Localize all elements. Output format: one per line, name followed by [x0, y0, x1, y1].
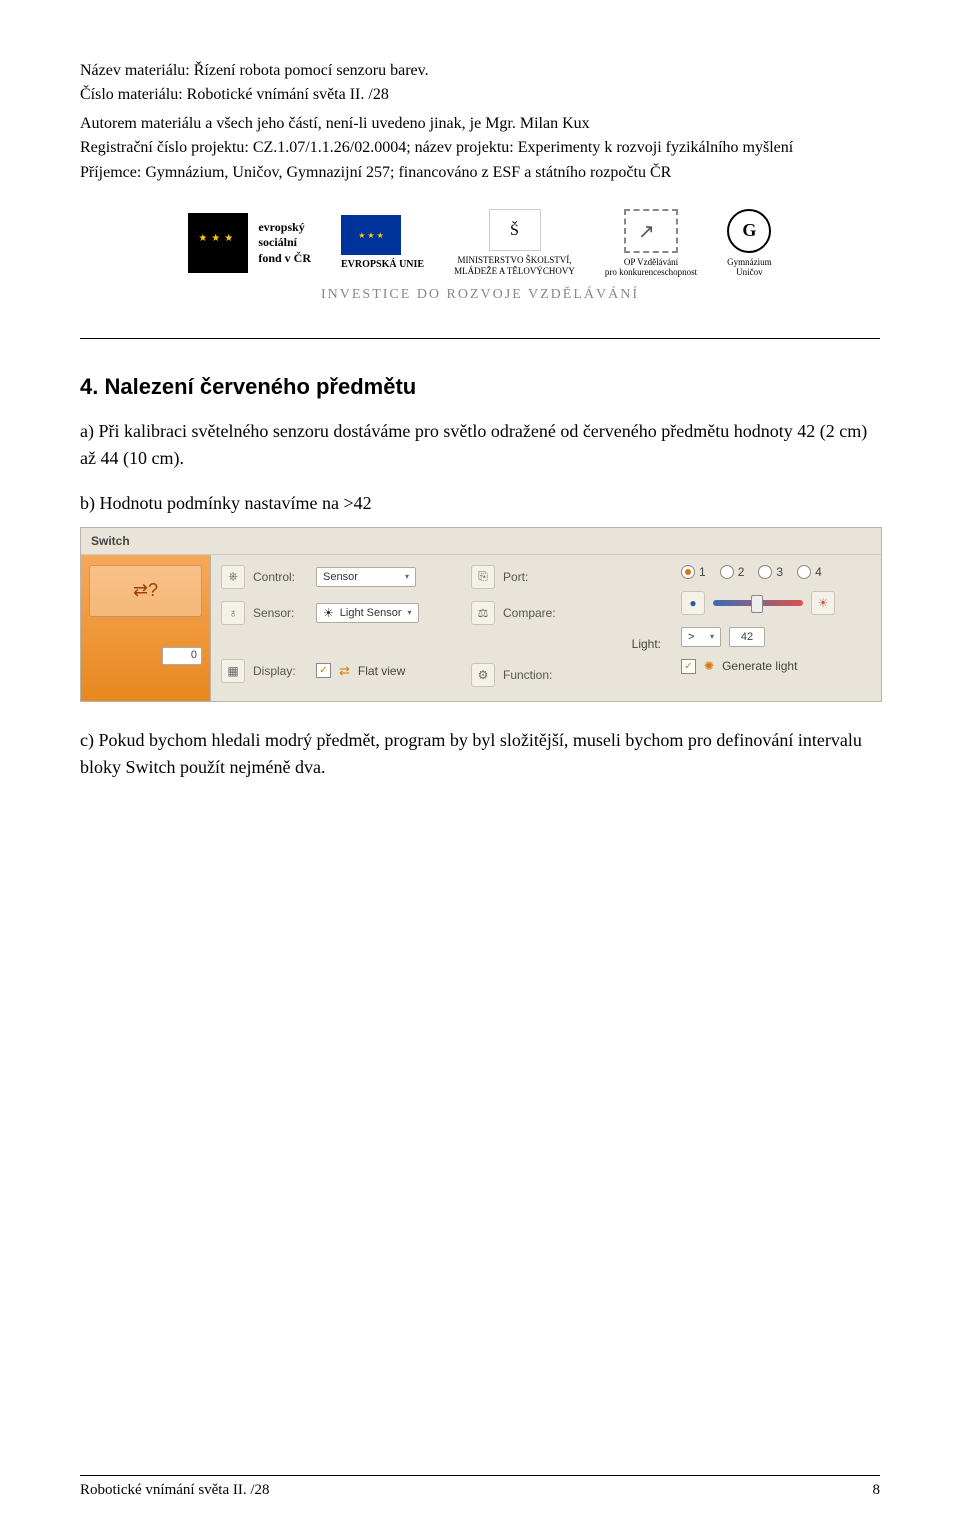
- compare-row: ⚖ Compare:: [471, 597, 661, 629]
- ministry-line: MINISTERSTVO ŠKOLSTVÍ,: [454, 255, 575, 266]
- header-project: Registrační číslo projektu: CZ.1.07/1.1.…: [80, 137, 880, 159]
- compare-icon: ⚖: [471, 601, 495, 625]
- port-1[interactable]: 1: [681, 565, 706, 579]
- compare-slider[interactable]: [713, 600, 803, 606]
- header-recipient: Příjemce: Gymnázium, Uničov, Gymnazijní …: [80, 162, 880, 184]
- gym-line: Gymnázium: [727, 257, 772, 267]
- compare-slider-row: ● ☀: [681, 587, 871, 619]
- radio-checked-icon: [681, 565, 695, 579]
- switch-block-icon: ⇄?: [89, 565, 202, 617]
- op-line: OP Vzdělávání: [605, 257, 697, 267]
- display-icon: ▦: [221, 659, 245, 683]
- display-checkbox[interactable]: ✓: [316, 663, 331, 678]
- separator: [80, 338, 880, 339]
- port-2[interactable]: 2: [720, 565, 745, 579]
- footer-title: Robotické vnímání světa II. /28: [80, 1482, 270, 1499]
- panel-preview: ⇄? 0: [81, 555, 211, 701]
- switch-config-panel: Switch ⇄? 0 ⎈ Control: Sensor: [80, 527, 882, 702]
- light-row: Light:: [471, 633, 661, 655]
- bright-icon: ☀: [811, 591, 835, 615]
- page-footer: Robotické vnímání světa II. /28 8: [80, 1475, 880, 1499]
- sensor-row: ♁ Sensor: ☀ Light Sensor ▾: [221, 597, 451, 629]
- sensor-label: Sensor:: [253, 606, 308, 620]
- port-row: ⎘ Port:: [471, 561, 661, 593]
- paragraph-c: c) Pokud bychom hledali modrý předmět, p…: [80, 727, 880, 781]
- op-logo: OP Vzdělávání pro konkurenceschopnost: [605, 209, 697, 277]
- function-row: ⚙ Function:: [471, 659, 661, 691]
- dark-icon: ●: [681, 591, 705, 615]
- preview-value: 0: [162, 647, 202, 665]
- sensor-value: Light Sensor: [340, 607, 402, 619]
- chevron-down-icon: ▾: [710, 632, 714, 641]
- chevron-down-icon: ▾: [408, 608, 412, 617]
- light-value-row: > ▾ 42: [681, 623, 871, 651]
- esf-line: sociální: [258, 235, 311, 251]
- radio-icon: [797, 565, 811, 579]
- control-dropdown[interactable]: Sensor ▾: [316, 567, 416, 587]
- port-options: 1 2 3 4: [681, 561, 871, 583]
- esf-line: evropský: [258, 220, 311, 236]
- op-line: pro konkurenceschopnost: [605, 267, 697, 277]
- port-4[interactable]: 4: [797, 565, 822, 579]
- light-label: Light:: [632, 637, 661, 651]
- display-value: Flat view: [358, 664, 405, 678]
- port-label: Port:: [503, 570, 543, 584]
- header-number: Číslo materiálu: Robotické vnímání světa…: [80, 84, 880, 106]
- footer-page-number: 8: [873, 1482, 881, 1499]
- light-op-dropdown[interactable]: > ▾: [681, 627, 721, 647]
- port-num: 3: [776, 565, 783, 579]
- paragraph-b: b) Hodnotu podmínky nastavíme na >42: [80, 490, 880, 517]
- display-label: Display:: [253, 664, 308, 678]
- eu-logo: ★ ★ ★ EVROPSKÁ UNIE: [341, 215, 424, 270]
- panel-title: Switch: [81, 528, 881, 555]
- port-3[interactable]: 3: [758, 565, 783, 579]
- gym-icon: G: [727, 209, 771, 253]
- function-value: Generate light: [722, 659, 797, 673]
- chevron-down-icon: ▾: [405, 572, 409, 581]
- control-value: Sensor: [323, 571, 399, 583]
- esf-text: evropský sociální fond v ČR: [258, 220, 311, 267]
- port-num: 4: [815, 565, 822, 579]
- light-value-input[interactable]: 42: [729, 627, 765, 647]
- eu-flag-icon: ★ ★ ★: [341, 215, 401, 255]
- control-icon: ⎈: [221, 565, 245, 589]
- port-icon: ⎘: [471, 565, 495, 589]
- control-row: ⎈ Control: Sensor ▾: [221, 561, 451, 593]
- gym-line: Uničov: [727, 267, 772, 277]
- esf-logo: evropský sociální fond v ČR: [188, 213, 311, 273]
- control-label: Control:: [253, 570, 308, 584]
- compare-label: Compare:: [503, 606, 558, 620]
- sensor-dropdown[interactable]: ☀ Light Sensor ▾: [316, 603, 419, 623]
- section-title: 4. Nalezení červeného předmětu: [80, 374, 880, 400]
- ministry-line: MLÁDEŽE A TĚLOVÝCHOVY: [454, 266, 575, 277]
- document-header: Název materiálu: Řízení robota pomocí se…: [80, 60, 880, 184]
- radio-icon: [720, 565, 734, 579]
- header-title: Název materiálu: Řízení robota pomocí se…: [80, 60, 880, 82]
- light-op: >: [688, 631, 704, 643]
- logos-row: evropský sociální fond v ČR ★ ★ ★ EVROPS…: [80, 209, 880, 277]
- port-num: 1: [699, 565, 706, 579]
- slider-thumb[interactable]: [751, 595, 763, 613]
- radio-icon: [758, 565, 772, 579]
- function-value-row: ✓ ✺ Generate light: [681, 655, 871, 678]
- esf-line: fond v ČR: [258, 251, 311, 267]
- paragraph-a: a) Při kalibraci světelného senzoru dost…: [80, 418, 880, 472]
- esf-flag-icon: [188, 213, 248, 273]
- light-sensor-icon: ☀: [323, 606, 334, 620]
- display-row: ▦ Display: ✓ ⇄ Flat view: [221, 655, 451, 687]
- function-label: Function:: [503, 668, 558, 682]
- ministry-logo: Š MINISTERSTVO ŠKOLSTVÍ, MLÁDEŽE A TĚLOV…: [454, 209, 575, 277]
- port-num: 2: [738, 565, 745, 579]
- function-icon: ⚙: [471, 663, 495, 687]
- sensor-icon: ♁: [221, 601, 245, 625]
- invest-tagline: INVESTICE DO ROZVOJE VZDĚLÁVÁNÍ: [80, 287, 880, 303]
- flatview-icon: ⇄: [339, 663, 350, 679]
- ministry-icon: Š: [489, 209, 541, 251]
- eu-label: EVROPSKÁ UNIE: [341, 259, 424, 270]
- op-icon: [624, 209, 678, 253]
- generate-light-icon: ✺: [704, 659, 714, 673]
- header-author: Autorem materiálu a všech jeho částí, ne…: [80, 113, 880, 135]
- function-checkbox[interactable]: ✓: [681, 659, 696, 674]
- gym-logo: G Gymnázium Uničov: [727, 209, 772, 277]
